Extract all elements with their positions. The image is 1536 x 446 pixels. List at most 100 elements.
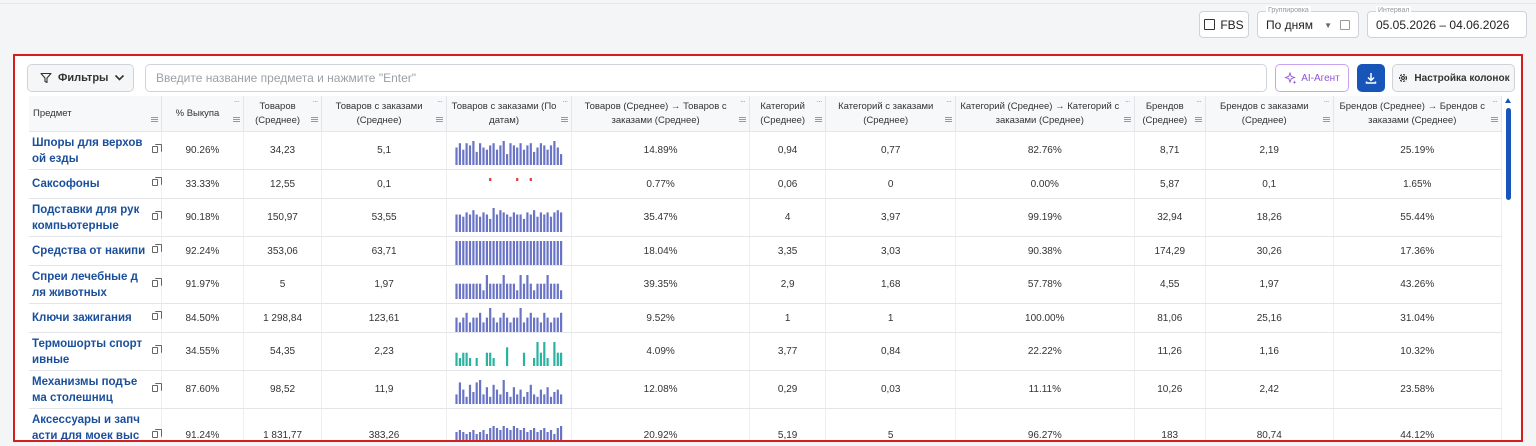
sparkline-bar [462, 352, 465, 366]
sparkline-bar [465, 396, 468, 404]
column-options-icon[interactable]: ··· [562, 97, 568, 106]
table-cell: 25,16 [1205, 303, 1334, 333]
product-link[interactable]: Средства от накипи [32, 245, 146, 257]
column-options-icon[interactable]: ··· [436, 97, 443, 106]
copy-icon[interactable] [152, 311, 163, 320]
copy-icon[interactable] [152, 382, 163, 392]
column-menu-icon[interactable] [561, 117, 569, 122]
column-options-icon[interactable]: ··· [816, 97, 822, 106]
sparkline-bar [455, 241, 458, 265]
table-row[interactable]: Ключи зажигания 84.50% 1 298,84 123,61 9.52%… [29, 303, 1503, 333]
product-link[interactable]: Шпоры для верховой езды [32, 136, 143, 165]
sparkline-bar [478, 312, 482, 332]
table-row[interactable]: Подставки для рук компьютерные 90.18% 150,… [29, 198, 1503, 237]
copy-icon[interactable] [152, 143, 163, 153]
table-row[interactable]: Спреи лечебные для животных 91.97% 5 1,97 39… [29, 265, 1503, 304]
column-menu-icon[interactable] [435, 117, 443, 122]
search-input[interactable] [145, 64, 1267, 92]
column-options-icon[interactable]: ··· [1124, 97, 1131, 106]
column-title: Брендов с заказами (Среднее) [1219, 100, 1309, 126]
column-menu-icon[interactable] [232, 117, 240, 122]
column-header[interactable]: ··· Товаров с заказами (Среднее) [321, 96, 447, 132]
product-link[interactable]: Саксофоны [32, 178, 100, 190]
column-header[interactable]: ··· Брендов с заказами (Среднее) [1205, 96, 1334, 132]
table-row[interactable]: Аксессуары и запчасти для моек высокого … [29, 408, 1503, 441]
ai-agent-button[interactable]: AI-Агент [1275, 64, 1349, 92]
vertical-scrollbar[interactable] [1505, 96, 1513, 440]
product-link[interactable]: Механизмы подъема столешниц [32, 375, 138, 404]
sparkline-bar [505, 317, 509, 332]
column-options-icon[interactable]: ··· [739, 97, 746, 106]
table-cell: 3,35 [749, 236, 827, 266]
column-menu-icon[interactable] [1123, 117, 1131, 122]
copy-icon[interactable] [152, 177, 163, 186]
table-row[interactable]: Средства от накипи 92.24% 353,06 63,71 18.04… [29, 236, 1503, 266]
column-options-icon[interactable]: ··· [1492, 97, 1498, 106]
column-menu-icon[interactable] [311, 117, 319, 122]
table-row[interactable]: Саксофоны 33.33% 12,55 0,1 0.77% 0,06 0 0.00% 5,… [29, 169, 1503, 199]
column-header[interactable]: ··· Товаров (Среднее) [243, 96, 323, 132]
copy-icon[interactable] [152, 344, 163, 354]
copy-icon[interactable] [152, 277, 163, 287]
column-header[interactable]: ··· % Выкупа [161, 96, 244, 132]
column-menu-icon[interactable] [151, 117, 159, 122]
grouping-select[interactable]: Группировка По дням ▼ [1257, 6, 1359, 38]
table-cell: 55.44% [1333, 198, 1503, 237]
column-header[interactable]: ··· Товаров (Среднее) → Товаров с заказам… [571, 96, 750, 132]
calendar-icon[interactable] [1340, 20, 1350, 30]
column-menu-icon[interactable] [815, 117, 823, 122]
scroll-up-arrow-icon[interactable] [1505, 98, 1511, 103]
column-header[interactable]: Предмет [29, 96, 163, 132]
column-options-icon[interactable]: ··· [946, 97, 952, 106]
column-header[interactable]: ··· Категорий (Среднее) [749, 96, 827, 132]
funnel-icon [40, 72, 52, 84]
table-cell: 30,26 [1205, 236, 1334, 266]
column-options-icon[interactable]: ··· [233, 97, 240, 106]
copy-icon[interactable] [152, 428, 163, 438]
download-button[interactable] [1357, 64, 1385, 92]
column-header[interactable]: ··· Категорий (Среднее) → Категорий с зак… [955, 96, 1135, 132]
sparkline-bar [509, 241, 512, 265]
column-header[interactable]: ··· Брендов (Среднее) [1134, 96, 1206, 132]
table-cell: 11,9 [321, 370, 447, 409]
fbs-toggle[interactable]: FBS [1199, 11, 1249, 38]
checkbox-icon[interactable] [1204, 19, 1216, 30]
scrollbar-thumb[interactable] [1506, 108, 1511, 200]
interval-picker[interactable]: Интервал 05.05.2026 – 04.06.2026 [1367, 6, 1527, 38]
product-link[interactable]: Подставки для рук компьютерные [32, 203, 140, 232]
caret-down-icon[interactable]: ▼ [1324, 21, 1332, 30]
column-menu-icon[interactable] [1322, 117, 1330, 122]
sparkline-bar [519, 142, 522, 165]
sparkline-bar [478, 142, 482, 165]
column-options-icon[interactable]: ··· [1195, 97, 1202, 106]
column-header[interactable]: ··· Категорий с заказами (Среднее) [825, 96, 956, 132]
sparkline-bar [526, 431, 529, 440]
column-header[interactable]: ··· Товаров с заказами (По датам) [446, 96, 573, 132]
column-options-icon[interactable]: ··· [312, 97, 318, 106]
sparkline-bar [549, 283, 552, 299]
table-cell: 5,87 [1134, 169, 1206, 199]
table-cell: 383,26 [321, 408, 447, 440]
table-cell: 43.26% [1333, 265, 1503, 304]
table-row[interactable]: Шпоры для верховой езды 90.26% 34,23 5,1 14.… [29, 131, 1503, 170]
sparkline-bar [482, 393, 485, 404]
copy-icon[interactable] [152, 210, 163, 220]
column-menu-icon[interactable] [1491, 117, 1498, 122]
column-options-icon[interactable]: ··· [1323, 97, 1330, 106]
column-header[interactable]: ··· Брендов (Среднее) → Брендов с заказам… [1333, 96, 1503, 132]
column-settings-button[interactable]: Настройка колонок [1392, 64, 1515, 92]
copy-icon[interactable] [152, 244, 163, 253]
column-menu-icon[interactable] [738, 117, 746, 122]
product-link[interactable]: Аксессуары и запчасти для моек высокого … [32, 413, 140, 441]
product-link[interactable]: Термошорты спортивные [32, 337, 143, 366]
column-menu-icon[interactable] [945, 117, 952, 122]
table-cell: 100.00% [955, 303, 1135, 333]
sparkline-bar [492, 207, 495, 232]
table-cell: 1,97 [321, 265, 447, 304]
product-link[interactable]: Спреи лечебные для животных [32, 270, 138, 299]
product-link[interactable]: Ключи зажигания [32, 312, 132, 324]
table-row[interactable]: Термошорты спортивные 34.55% 54,35 2,23 4.09… [29, 332, 1503, 371]
column-menu-icon[interactable] [1194, 117, 1202, 122]
table-row[interactable]: Механизмы подъема столешниц 87.60% 98,52 11… [29, 370, 1503, 409]
filters-button[interactable]: Фильтры [27, 64, 134, 92]
